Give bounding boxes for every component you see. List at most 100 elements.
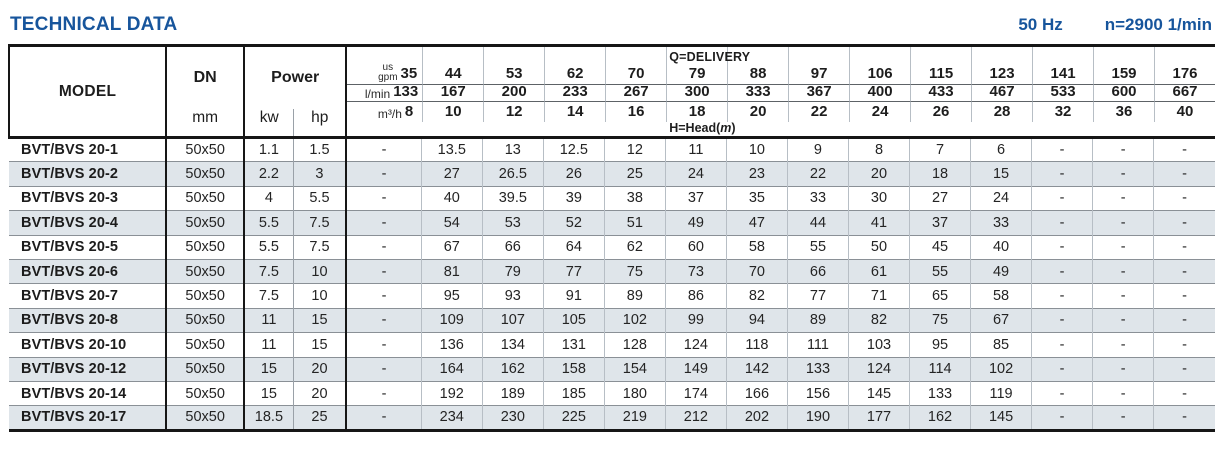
kw-value: 15 [244, 356, 294, 382]
delivery-value-cell: 16 [605, 102, 666, 122]
head-value: 33 [970, 210, 1032, 236]
head-value: 230 [481, 405, 544, 431]
delivery-value-cell: 600 [1093, 83, 1155, 102]
head-value: 45 [909, 234, 971, 260]
column-header-model: MODEL [7, 45, 168, 139]
head-value: 93 [481, 283, 544, 309]
model-name: BVT/BVS 20-17 [9, 405, 168, 431]
delivery-unit-label: us gpm [378, 62, 398, 83]
delivery-value-cell: 467 [971, 83, 1033, 102]
head-value: 47 [725, 210, 788, 236]
head-value: - [346, 380, 422, 406]
hp-value: 7.5 [292, 234, 348, 260]
head-value: - [1031, 307, 1093, 333]
head-value: - [1031, 234, 1093, 260]
head-value: 111 [786, 332, 849, 358]
head-value: - [1031, 332, 1093, 358]
model-name: BVT/BVS 20-12 [9, 356, 168, 382]
model-name: BVT/BVS 20-10 [9, 332, 168, 358]
delivery-value-cell: 159 [1093, 47, 1155, 85]
delivery-value-cell: 24 [849, 102, 910, 122]
head-value: 49 [664, 210, 727, 236]
hp-value: 7.5 [292, 210, 348, 236]
head-value: 75 [909, 307, 971, 333]
head-value: 60 [664, 234, 727, 260]
delivery-value-cell: 32 [1032, 102, 1093, 122]
head-value: - [1092, 283, 1154, 309]
head-value: 37 [909, 210, 971, 236]
head-value: - [1092, 234, 1154, 260]
dn-value: 50x50 [166, 380, 246, 406]
delivery-value-cell: 70 [605, 47, 667, 85]
table-row: BVT/BVS 20-14 50x50 15 20-192 189 185 180 174 16… [9, 380, 1215, 406]
model-name: BVT/BVS 20-4 [9, 210, 168, 236]
head-value: 136 [420, 332, 483, 358]
table-row: BVT/BVS 20-6 50x50 7.5 10-81 79 77 75 73 70 66 61 5… [9, 258, 1215, 284]
head-value: - [1153, 258, 1215, 284]
head-value: - [1031, 210, 1093, 236]
head-value: 77 [786, 283, 849, 309]
head-value: - [381, 142, 387, 159]
head-value: 55 [909, 258, 971, 284]
head-value: - [1092, 307, 1154, 333]
head-value: 40 [420, 185, 483, 211]
head-value: - [1153, 234, 1215, 260]
delivery-value-cell: 141 [1032, 47, 1094, 85]
kw-value: 11 [244, 307, 294, 333]
head-value: - [346, 234, 422, 260]
delivery-value-cell: 115 [910, 47, 972, 85]
head-value: 190 [786, 405, 849, 431]
head-value: 158 [542, 356, 605, 382]
head-value: 180 [603, 380, 666, 406]
hp-value: 10 [292, 258, 348, 284]
delivery-value-cell: 667 [1154, 83, 1215, 102]
head-value: 234 [420, 405, 483, 431]
head-value: 166 [725, 380, 788, 406]
head-value: 27 [909, 185, 971, 211]
head-value: 23 [725, 161, 788, 187]
head-value: - [1092, 380, 1154, 406]
head-value: - [1092, 356, 1154, 382]
kw-value: 15 [244, 380, 294, 406]
delivery-value-cell: 79 [666, 47, 728, 85]
dn-value: 50x50 [166, 283, 246, 309]
head-value: 145 [970, 405, 1032, 431]
head-value: 24 [664, 161, 727, 187]
model-name: BVT/BVS 20-14 [9, 380, 168, 406]
table-row: BVT/BVS 20-4 50x50 5.5 7.5-54 53 52 51 49 47 44 41… [9, 210, 1215, 236]
head-value: - [1031, 258, 1093, 284]
delivery-unit-label: l/min [364, 87, 391, 101]
delivery-value-cell: 167 [422, 83, 484, 102]
dn-value: 50x50 [166, 356, 246, 382]
table-row: BVT/BVS 20-8 50x50 11 15-109 107 105 102 99 94 89… [9, 307, 1215, 333]
delivery-value-cell: 40 [1154, 102, 1215, 122]
head-value: 85 [970, 332, 1032, 358]
head-value: 82 [725, 283, 788, 309]
head-value: 10 [725, 137, 788, 162]
head-value: 58 [970, 283, 1032, 309]
delivery-value-cell: 123 [971, 47, 1033, 85]
head-value: 30 [847, 185, 910, 211]
head-value: 89 [603, 283, 666, 309]
dn-header-label: DN [193, 69, 217, 86]
delivery-value-cell: 18 [666, 102, 727, 122]
model-name: BVT/BVS 20-8 [9, 307, 168, 333]
delivery-value-cell: 20 [727, 102, 788, 122]
kw-unit-label: kw [259, 109, 279, 126]
head-value: 89 [786, 307, 849, 333]
kw-value: 7.5 [244, 283, 294, 309]
delivery-value-cell: 28 [971, 102, 1032, 122]
head-value: 131 [542, 332, 605, 358]
head-value: - [1153, 332, 1215, 358]
delivery-value-cell: 300 [666, 83, 728, 102]
head-value: - [346, 185, 422, 211]
head-value: 7 [909, 137, 971, 162]
head-value: 25 [603, 161, 666, 187]
head-value: 66 [786, 258, 849, 284]
page-title: TECHNICAL DATA [10, 14, 178, 35]
head-value: 81 [420, 258, 483, 284]
column-header-delivery: Q=DELIVERY us gpm 35 44 53 62 70 79 88 97 106 115 12… [346, 45, 1215, 139]
head-value: 40 [970, 234, 1032, 260]
head-value: 189 [481, 380, 544, 406]
model-name: BVT/BVS 20-5 [9, 234, 168, 260]
